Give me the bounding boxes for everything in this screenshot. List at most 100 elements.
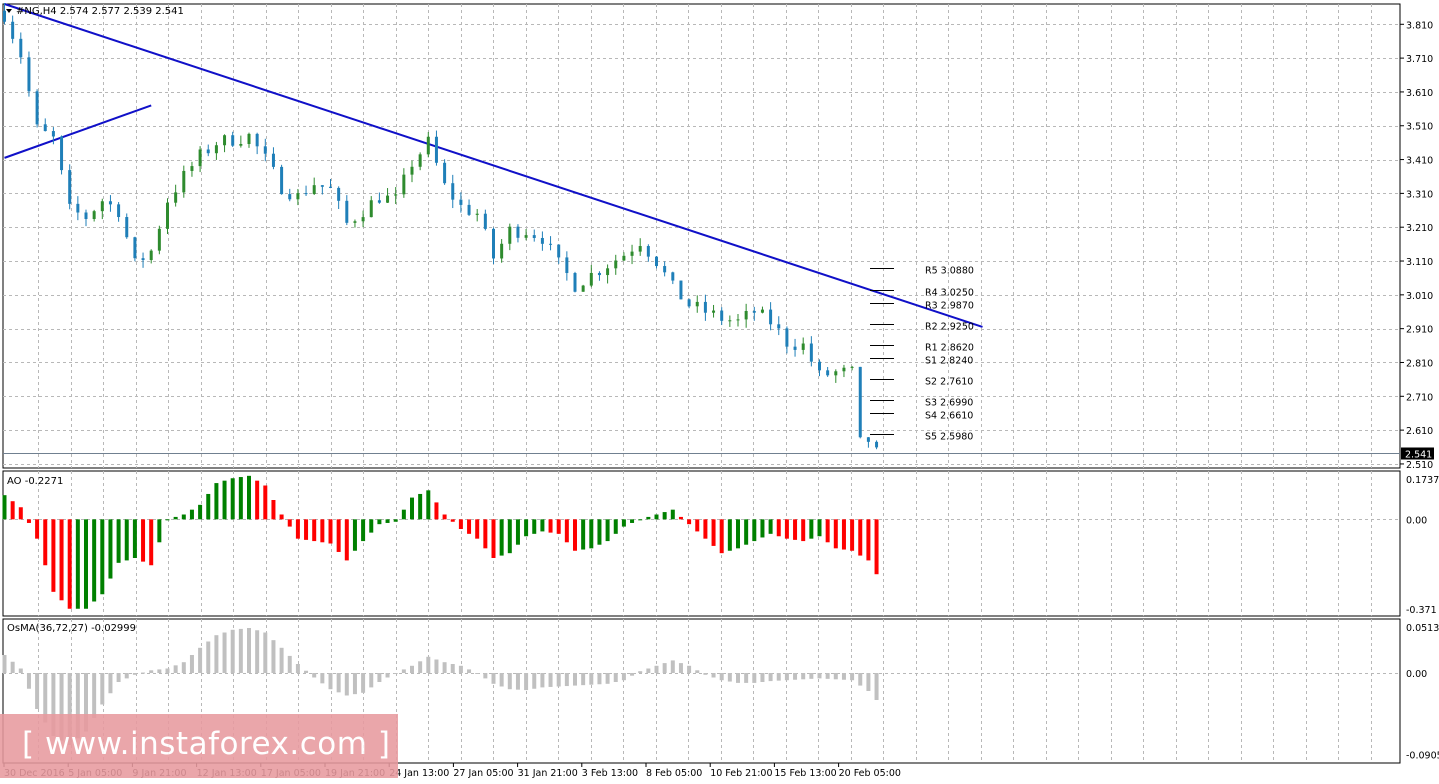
candle-body — [247, 133, 251, 145]
candle-body — [394, 194, 398, 196]
ao-bar — [84, 519, 88, 609]
price-tick-label: 3.810 — [1406, 20, 1433, 31]
osma-bar — [621, 673, 626, 681]
osma-bar — [630, 673, 635, 676]
ao-bar — [793, 519, 798, 540]
osma-bar — [263, 632, 268, 673]
ao-bar — [776, 519, 781, 537]
osma-bar — [410, 665, 414, 673]
candle-body — [597, 272, 601, 276]
ao-bar — [613, 519, 618, 534]
ao-bar — [646, 516, 651, 520]
ao-bar — [670, 509, 675, 520]
candle-body — [51, 131, 55, 137]
osma-bar — [638, 671, 643, 673]
candle-body — [614, 260, 618, 269]
osma-bar — [678, 663, 683, 673]
ao-bar — [361, 519, 366, 542]
candle-body — [589, 272, 593, 286]
ao-bar — [850, 519, 855, 551]
watermark-text: [ www.instaforex.com ] — [22, 726, 391, 762]
osma-bar — [92, 673, 97, 718]
ao-bar — [687, 519, 692, 525]
x-tick-label: 31 Jan 21:00 — [518, 768, 578, 779]
candle-body — [239, 144, 243, 146]
price-tick-label: 3.110 — [1406, 257, 1433, 268]
ao-bar — [51, 519, 56, 592]
ao-bar — [483, 519, 488, 549]
osma-bar — [222, 632, 227, 673]
osma-bar — [703, 673, 708, 675]
candle-body — [875, 441, 879, 448]
ao-bar — [141, 519, 146, 562]
osma-bar — [295, 664, 300, 673]
osma-bar — [507, 673, 512, 690]
current-price-badge — [1401, 447, 1434, 460]
ao-bar — [678, 516, 683, 520]
ao-bar — [540, 519, 545, 532]
x-tick-label: 3 Feb 13:00 — [582, 768, 638, 779]
osma-bar — [418, 661, 423, 673]
ao-bar — [336, 519, 341, 552]
osma-bar — [564, 673, 569, 687]
price-tick-label: 2.510 — [1406, 460, 1433, 471]
candle-body — [174, 192, 178, 203]
price-candles — [3, 2, 879, 450]
osma-bar — [491, 673, 496, 684]
osma-bar — [458, 665, 463, 673]
osma-bar — [401, 669, 406, 673]
osma-bar — [320, 673, 325, 684]
osma-bar — [825, 673, 830, 679]
osma-bar — [784, 673, 789, 681]
candle-body — [818, 361, 821, 371]
candle-body — [361, 217, 365, 222]
ao-bar — [279, 514, 284, 520]
osma-bar — [100, 673, 105, 705]
candle-body — [410, 166, 414, 175]
candle-body — [728, 320, 732, 322]
candle-body — [866, 437, 870, 442]
chart-grid — [3, 4, 1400, 763]
ao-bar — [711, 519, 716, 546]
osma-bar — [695, 670, 700, 673]
osma-bar — [467, 669, 472, 673]
ao-bar — [344, 519, 349, 561]
candle-body — [337, 187, 341, 201]
ao-bar — [75, 519, 80, 609]
osma-bar — [377, 673, 382, 682]
price-tick-label: 2.810 — [1406, 358, 1433, 369]
candle-body — [475, 213, 479, 215]
candle-body — [736, 319, 740, 321]
osma-bar — [108, 673, 113, 694]
ao-bar — [524, 519, 529, 537]
osma-bar — [434, 659, 439, 673]
ao-bar — [597, 519, 602, 545]
osma-bar — [874, 673, 879, 700]
osma-bar — [499, 673, 504, 687]
ao-bar — [410, 497, 414, 520]
candle-body — [858, 366, 862, 438]
osma-bar — [613, 673, 618, 682]
ao-bar — [132, 519, 137, 558]
osma-bar — [744, 673, 749, 683]
dropdown-triangle-icon[interactable] — [6, 9, 12, 13]
osma-bar — [556, 673, 561, 687]
osma-bar — [124, 673, 129, 679]
candle-body — [581, 285, 585, 292]
osma-bar — [287, 655, 292, 673]
price-tick-label: 2.910 — [1406, 325, 1433, 336]
osma-bar — [393, 673, 398, 674]
osma-bar — [850, 673, 855, 681]
ao-bar — [328, 519, 333, 544]
osma-bar — [2, 655, 7, 673]
ao-bar — [263, 485, 268, 520]
ao-bar — [369, 519, 374, 533]
candle-body — [777, 324, 781, 329]
osma-bar — [589, 673, 594, 685]
candle-body — [500, 243, 504, 259]
osma-bar — [230, 629, 235, 673]
osma-bar — [271, 640, 276, 673]
price-tick-label: 3.010 — [1406, 291, 1433, 302]
osma-bar — [116, 673, 121, 682]
ao-tick-label: -0.371 — [1406, 605, 1437, 616]
